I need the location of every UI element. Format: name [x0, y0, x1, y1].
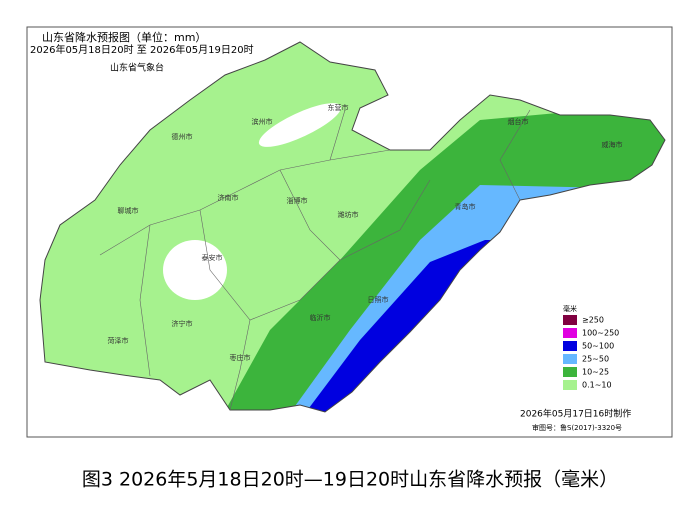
- city-borders: [99, 109, 531, 411]
- city-label: 淄博市: [287, 196, 308, 205]
- dry-area: [258, 103, 342, 147]
- legend-label: 25~50: [582, 355, 609, 364]
- legend-label: 0.1~10: [582, 381, 612, 390]
- legend-swatch: [563, 380, 577, 390]
- city-label: 东营市: [328, 103, 349, 112]
- legend: 毫米 ≥250 100~250 50~100 25~50 10~25 0.1~10: [555, 302, 665, 400]
- map-title: 山东省降水预报图（单位：mm）: [42, 30, 206, 44]
- legend-title: 毫米: [563, 304, 577, 313]
- legend-swatch: [563, 328, 577, 338]
- legend-label: 10~25: [582, 368, 609, 377]
- dry-area: [163, 240, 227, 300]
- city-label: 烟台市: [508, 117, 529, 126]
- legend-label: 100~250: [582, 329, 619, 338]
- city-label: 济宁市: [172, 319, 193, 328]
- city-label: 日照市: [368, 295, 389, 304]
- city-label: 青岛市: [455, 202, 476, 211]
- city-label: 聊城市: [118, 206, 139, 215]
- city-label: 枣庄市: [230, 353, 251, 362]
- province-outline: [39, 41, 666, 413]
- city-label: 菏泽市: [108, 336, 129, 345]
- approval-number: 审图号：鲁S(2017)-3320号: [532, 423, 622, 432]
- city-label: 潍坊市: [338, 210, 359, 219]
- legend-swatch: [563, 341, 577, 351]
- city-label: 济南市: [218, 193, 239, 202]
- city-label: 滨州市: [252, 117, 273, 126]
- city-label: 泰安市: [202, 253, 223, 262]
- legend-label: 50~100: [582, 342, 614, 351]
- legend-swatch: [563, 315, 577, 325]
- legend-label: ≥250: [582, 316, 604, 325]
- legend-swatch: [563, 367, 577, 377]
- city-label: 威海市: [602, 140, 623, 149]
- legend-swatch: [563, 354, 577, 364]
- made-time: 2026年05月17日16时制作: [520, 408, 631, 420]
- city-label: 临沂市: [310, 313, 331, 322]
- map-issuer: 山东省气象台: [110, 62, 164, 74]
- city-label: 德州市: [172, 132, 193, 141]
- caption: 图3 2026年5月18日20时—19日20时山东省降水预报（毫米）: [82, 469, 618, 491]
- map-period: 2026年05月18日20时 至 2026年05月19日20时: [30, 43, 254, 56]
